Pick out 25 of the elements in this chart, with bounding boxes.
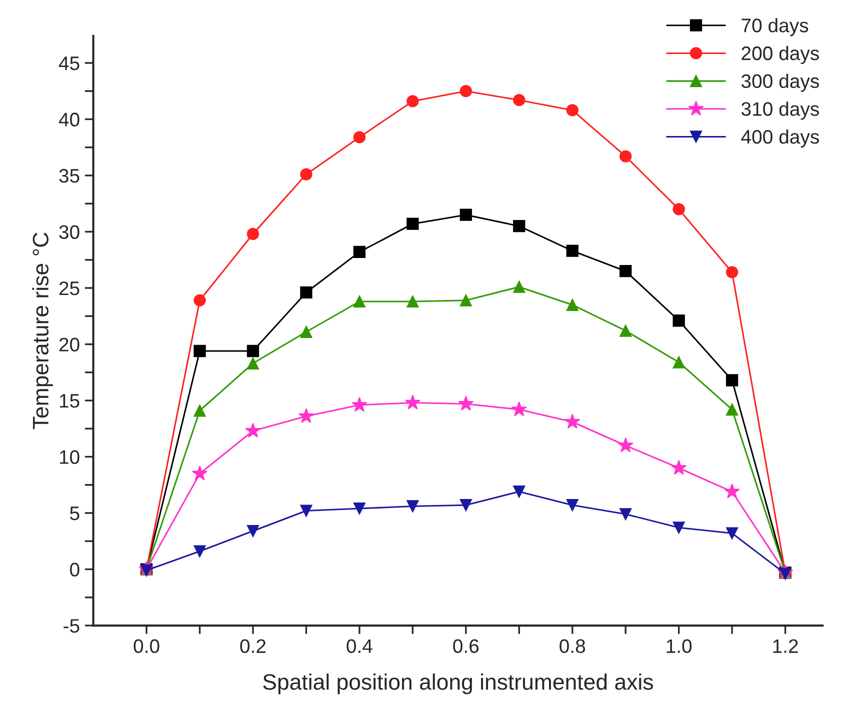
y-tick-label: 35 (59, 168, 80, 183)
x-tick-label: 0.8 (560, 639, 586, 654)
x-tick-label: 0.0 (134, 639, 160, 654)
y-tick-label: -5 (64, 619, 80, 633)
x-axis-title: Spatial position along instrumented axis (263, 674, 653, 694)
y-tick-label: 10 (60, 450, 80, 464)
legend-label: 400 days (741, 129, 819, 148)
y-axis-title: Temperature rise °C (32, 232, 53, 430)
legend-label: 200 days (742, 46, 819, 64)
y-tick-label: 5 (70, 506, 80, 520)
y-tick-label: 25 (59, 281, 80, 296)
y-tick-label: 0 (70, 562, 80, 577)
y-tick-label: 20 (59, 338, 80, 352)
y-tick-label: 40 (58, 112, 80, 126)
x-tick-label: 1.0 (666, 639, 692, 654)
legend-label: 300 days (741, 74, 819, 92)
legend-label: 70 days (742, 18, 808, 36)
legend-label: 310 days (741, 102, 819, 120)
x-tick-label: 0.6 (453, 639, 479, 654)
x-tick-label: 1.2 (773, 639, 798, 653)
y-tick-label: 30 (59, 225, 80, 239)
y-tick-label: 15 (60, 394, 80, 408)
y-tick-label: 45 (58, 56, 80, 70)
x-tick-label: 0.2 (240, 639, 266, 654)
x-tick-label: 0.4 (346, 639, 372, 654)
